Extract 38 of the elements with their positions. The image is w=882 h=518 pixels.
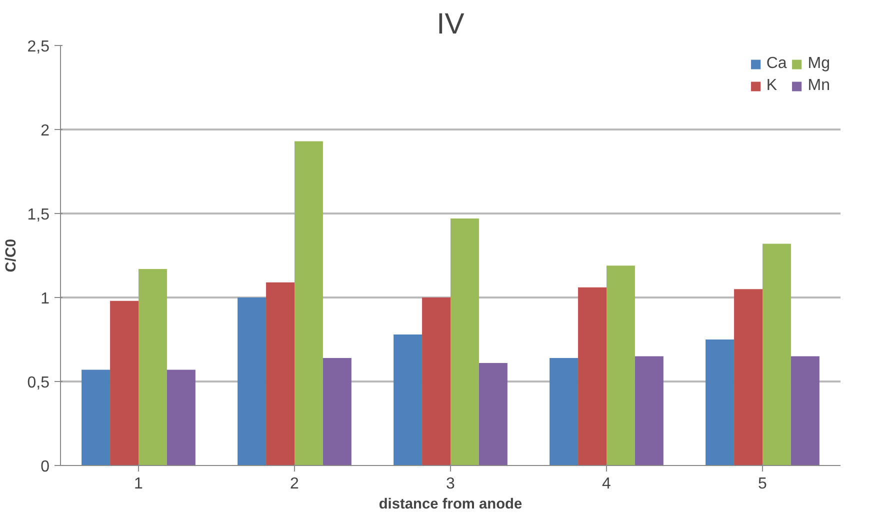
bar xyxy=(450,218,479,466)
bar xyxy=(790,356,820,466)
y-tick-label: 1 xyxy=(40,290,50,308)
x-axis-title: distance from anode xyxy=(378,496,522,512)
bar xyxy=(110,300,138,466)
y-tick-label: 1,5 xyxy=(27,206,50,224)
bar xyxy=(82,370,110,466)
legend-label: K xyxy=(766,77,778,95)
bar xyxy=(394,334,422,466)
bar xyxy=(578,287,606,466)
x-tick-label: 3 xyxy=(446,476,456,492)
bar xyxy=(478,363,508,466)
y-tick-label: 0,5 xyxy=(27,374,50,392)
y-axis-title: C/C0 xyxy=(3,238,20,272)
bar xyxy=(138,268,167,466)
bar xyxy=(238,298,266,466)
bar xyxy=(422,298,450,466)
y-tick-label: 0 xyxy=(40,458,50,476)
legend-label: Ca xyxy=(766,55,787,73)
x-tick-label: 2 xyxy=(290,476,300,492)
x-tick-label: 5 xyxy=(758,476,768,492)
bar xyxy=(706,340,734,466)
chart-title: IV xyxy=(436,8,465,40)
x-tick-label: 4 xyxy=(602,476,612,492)
bar xyxy=(550,358,578,466)
bar xyxy=(294,141,323,466)
bar xyxy=(634,356,664,466)
bar xyxy=(762,244,791,466)
bar xyxy=(734,289,762,466)
y-tick-label: 2,5 xyxy=(27,38,50,56)
bar xyxy=(266,282,294,466)
legend-label: Mg xyxy=(808,55,830,73)
y-tick-label: 2 xyxy=(40,122,50,140)
legend-label: Mn xyxy=(808,77,830,95)
bar xyxy=(606,266,635,466)
bar xyxy=(166,370,196,466)
x-tick-label: 1 xyxy=(134,476,144,492)
bar xyxy=(322,358,352,466)
